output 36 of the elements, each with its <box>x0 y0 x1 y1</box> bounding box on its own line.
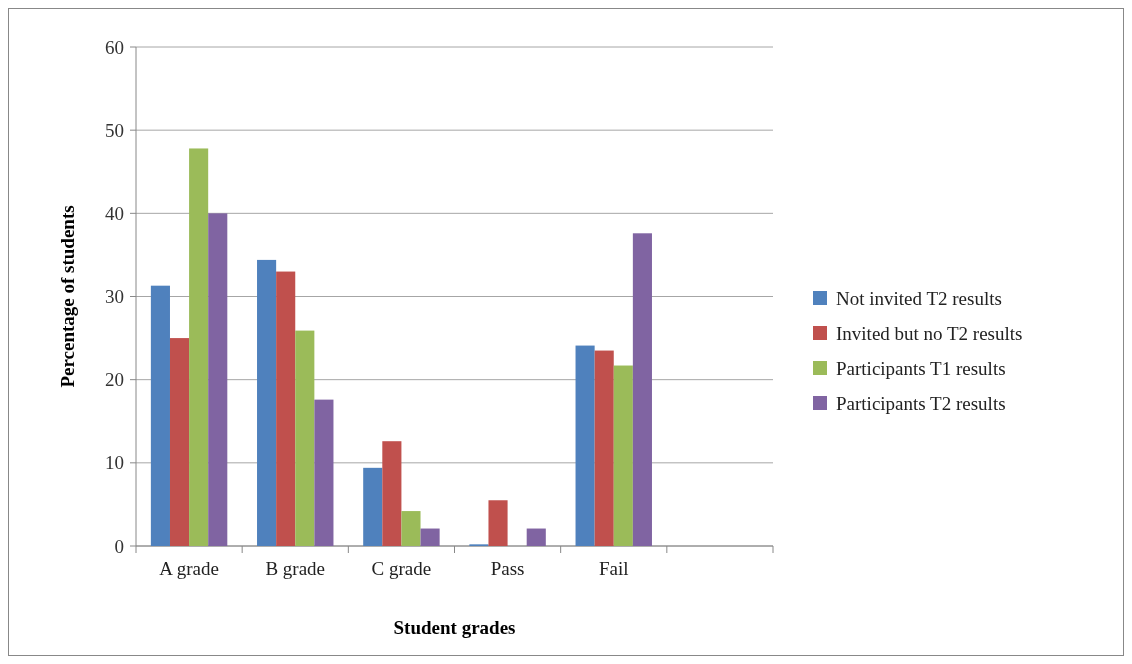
y-tick-label: 40 <box>105 202 124 224</box>
y-tick-label: 50 <box>105 119 124 141</box>
bar <box>632 233 652 546</box>
bar <box>276 271 296 546</box>
y-axis-title: Percentage of students <box>57 205 78 388</box>
y-tick-label: 0 <box>114 535 124 557</box>
bar <box>363 467 383 546</box>
bar <box>208 213 228 546</box>
bar <box>420 528 440 546</box>
x-tick-label: Fail <box>598 558 629 579</box>
y-tick-label: 10 <box>105 452 124 474</box>
y-tick-label: 30 <box>105 286 124 308</box>
bar <box>257 259 277 546</box>
x-tick-label: Pass <box>490 558 525 579</box>
x-tick-label: C grade <box>371 558 432 579</box>
legend-label: Not invited T2 results <box>836 287 1002 309</box>
bar <box>401 511 421 546</box>
bar <box>189 148 209 546</box>
legend-label: Participants T1 results <box>836 357 1006 379</box>
y-tick-label: 60 <box>105 36 124 58</box>
bar <box>150 285 170 546</box>
bar <box>295 330 315 546</box>
bar <box>314 399 334 546</box>
legend-label: Participants T2 results <box>836 392 1006 414</box>
x-axis-title: Student grades <box>393 617 516 638</box>
x-tick-label: B grade <box>265 558 326 579</box>
bar <box>575 345 595 546</box>
bar <box>488 500 508 546</box>
bar <box>526 528 546 546</box>
bar <box>382 441 402 546</box>
bar <box>594 350 614 546</box>
bar <box>169 338 190 546</box>
x-tick-label: A grade <box>159 558 219 579</box>
legend-label: Invited but no T2 results <box>836 322 1023 344</box>
y-tick-label: 20 <box>105 369 124 391</box>
bar <box>613 365 633 546</box>
